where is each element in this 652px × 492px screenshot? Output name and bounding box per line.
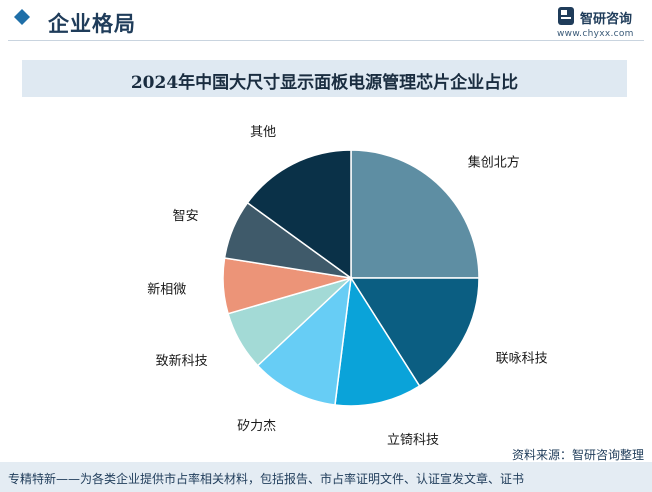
slice-label: 立锜科技 (387, 433, 439, 448)
page-footer: 专精特新——为各类企业提供市占率相关材料，包括报告、市占率证明文件、认证宣发文章… (0, 462, 652, 492)
pie-slice (256, 276, 353, 406)
chart-title: 2024年中国大尺寸显示面板电源管理芯片企业占比 (130, 73, 519, 93)
diamond-icon (14, 9, 30, 25)
data-source: 资料来源：智研咨询整理 (511, 448, 644, 462)
footer-text: 专精特新——为各类企业提供市占率相关材料，包括报告、市占率证明文件、认证宣发文章… (8, 472, 525, 486)
slice-label: 其他 (250, 125, 276, 140)
slice-label: 智安 (173, 209, 199, 224)
section-title: 企业格局 (48, 12, 136, 36)
page-header: 企业格局 智研咨询 www.chyxx.com (0, 0, 652, 46)
brand-name: 智研咨询 (580, 12, 633, 27)
slice-label: 集创北方 (468, 154, 520, 170)
slice-label: 新相微 (147, 281, 186, 297)
pie-slice (334, 275, 421, 407)
pie-slice (246, 149, 352, 280)
pie-slice (350, 149, 480, 279)
brand-logo-icon (558, 7, 574, 25)
pie-slice (349, 277, 480, 388)
slice-label: 联咏科技 (496, 352, 548, 367)
brand-website: www.chyxx.com (557, 29, 634, 39)
header-divider (8, 40, 644, 41)
slice-label: 致新科技 (156, 353, 208, 369)
slice-label: 矽力杰 (237, 419, 276, 434)
chart-title-band: 2024年中国大尺寸显示面板电源管理芯片企业占比 (22, 60, 627, 97)
